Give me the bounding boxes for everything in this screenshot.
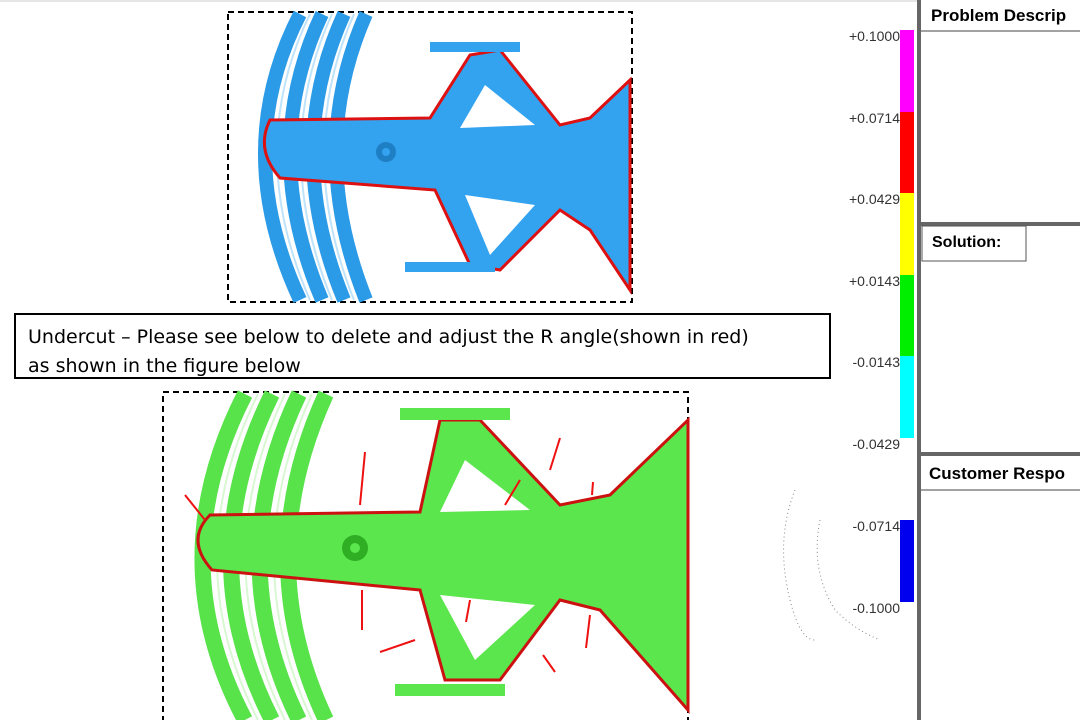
scale-label: +0.1000: [849, 28, 900, 44]
note-line: as shown in the figure below: [28, 355, 301, 377]
color-scale: [900, 30, 914, 602]
cad-blue: [227, 10, 633, 303]
scale-label: -0.0143: [852, 354, 900, 370]
scale-label: -0.1000: [852, 600, 900, 616]
scale-label: -0.0429: [852, 436, 900, 452]
solution-header: Solution:: [932, 234, 1002, 251]
scale-label: +0.0429: [849, 191, 900, 207]
note-box: Undercut – Please see below to delete an…: [14, 313, 831, 379]
cad-green: [162, 390, 690, 720]
scale-label: +0.0143: [849, 273, 900, 289]
scale-label: +0.0714: [849, 110, 900, 126]
customer-header: Customer Respo: [929, 464, 1066, 483]
side-panels: [917, 0, 1080, 720]
sketch: [783, 489, 881, 641]
problem-header: Problem Descrip: [931, 6, 1067, 25]
note-line: Undercut – Please see below to delete an…: [28, 326, 749, 348]
scale-label: -0.0714: [852, 518, 900, 534]
